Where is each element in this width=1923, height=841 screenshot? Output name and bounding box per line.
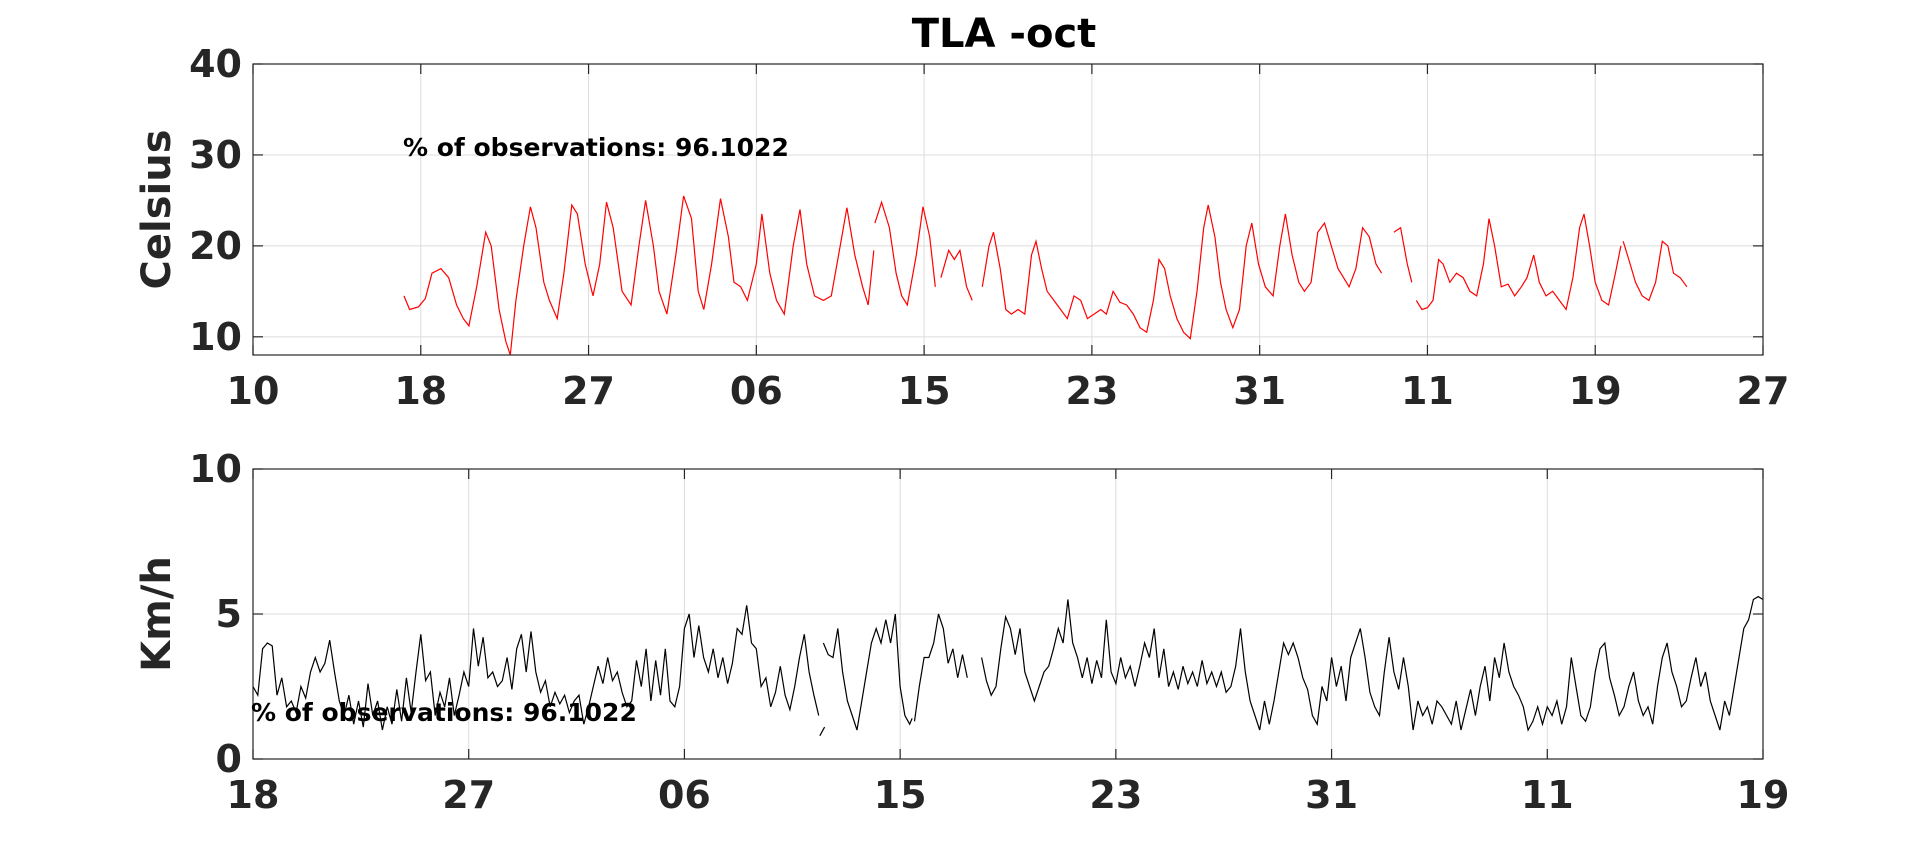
wind-speed-line (252, 605, 820, 731)
wind-speed-observation-annotation: % of observations: 96.1022 (251, 698, 637, 727)
x-tick-label: 15 (898, 369, 951, 413)
temperature-panel: 10 18 27 06 15 23 31 11 19 27 10 20 30 40 Celsius % o… (134, 42, 1789, 413)
x-tick-label: 18 (394, 369, 447, 413)
x-tick-label: 23 (1089, 773, 1142, 817)
wind-speed-line (913, 613, 968, 722)
temperature-observation-annotation: % of observations: 96.1022 (403, 133, 789, 162)
y-tick-label: 40 (189, 42, 242, 86)
x-tick-label: 06 (730, 369, 783, 413)
wind-speed-line (822, 613, 913, 731)
temperature-line (940, 248, 973, 301)
x-tick-label: 27 (442, 773, 495, 817)
y-tick-label: 20 (189, 224, 242, 268)
x-tick-label: 19 (1737, 773, 1790, 817)
temperature-line (1622, 240, 1688, 302)
wind-speed-line (981, 595, 1764, 732)
x-tick-label: 19 (1569, 369, 1622, 413)
x-tick-label: 31 (1233, 369, 1286, 413)
y-tick-label: 30 (189, 133, 242, 177)
wind-speed-panel: 18 27 06 15 23 31 11 19 0 5 10 Km/h % of observati… (134, 447, 1789, 817)
wind-speed-ticks: 18 27 06 15 23 31 11 19 0 5 10 (189, 447, 1789, 817)
chart-title: TLA -oct (912, 11, 1097, 57)
y-tick-label: 5 (216, 592, 242, 636)
temperature-axes-frame (252, 63, 1764, 356)
temperature-line (1415, 213, 1622, 311)
x-tick-label: 11 (1401, 369, 1454, 413)
temperature-line (981, 204, 1383, 340)
x-tick-label: 31 (1305, 773, 1358, 817)
temperature-y-axis-label: Celsius (134, 130, 180, 290)
temperature-line (1393, 226, 1413, 283)
temperature-grid (253, 64, 1763, 355)
x-tick-label: 06 (658, 773, 711, 817)
temperature-line (874, 200, 936, 307)
y-tick-label: 10 (189, 447, 242, 491)
y-tick-label: 10 (189, 315, 242, 359)
x-tick-label: 27 (562, 369, 615, 413)
x-tick-label: 23 (1065, 369, 1118, 413)
wind-speed-grid (253, 469, 1763, 759)
temperature-ticks: 10 18 27 06 15 23 31 11 19 27 10 20 30 40 (189, 42, 1789, 413)
x-tick-label: 11 (1521, 773, 1574, 817)
wind-speed-y-axis-label: Km/h (134, 556, 180, 672)
y-tick-label: 0 (216, 737, 242, 781)
x-tick-label: 15 (874, 773, 927, 817)
x-tick-label: 10 (227, 369, 280, 413)
x-tick-label: 18 (227, 773, 280, 817)
wind-speed-line (819, 726, 826, 737)
x-tick-label: 27 (1737, 369, 1790, 413)
temperature-line (403, 195, 875, 356)
